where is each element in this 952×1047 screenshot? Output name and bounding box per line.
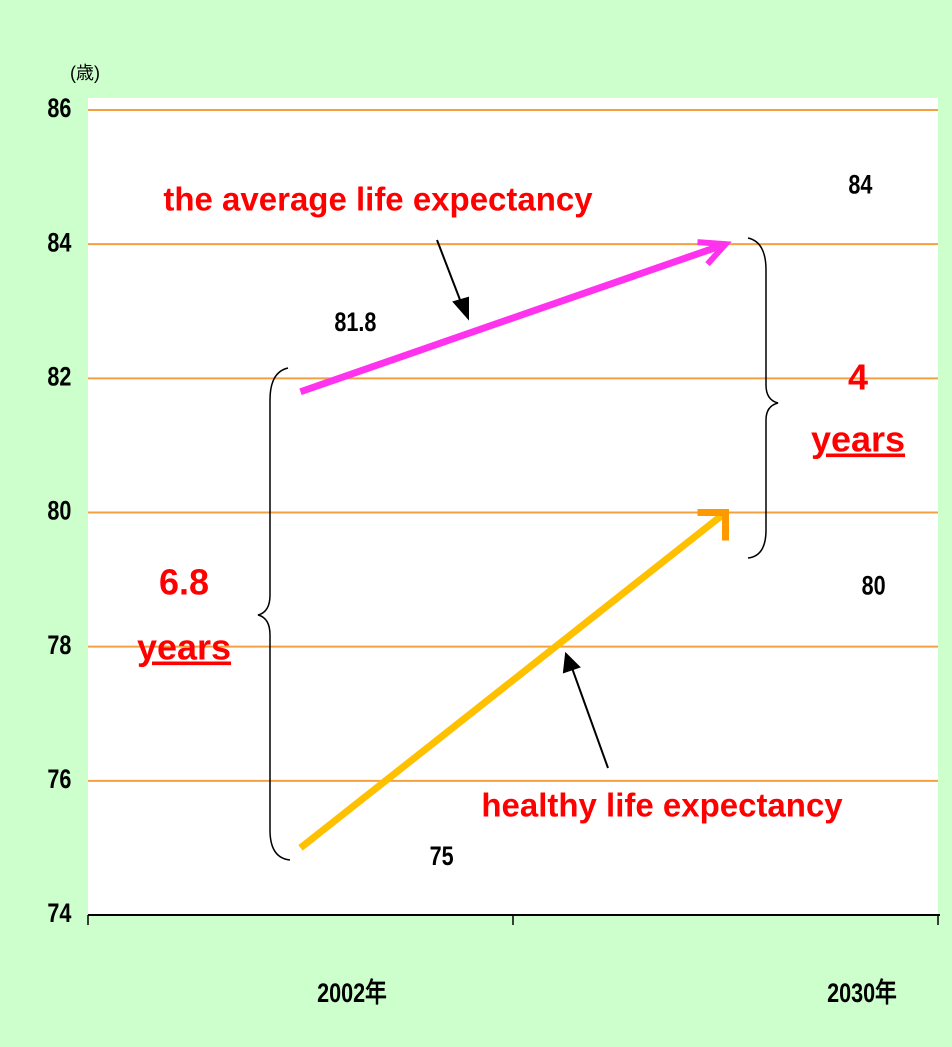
series-name: the average life expectancy <box>163 181 593 218</box>
pointer-head <box>452 296 469 321</box>
annotation: 6.8 <box>159 562 209 603</box>
data-label: 81.8 <box>334 308 376 338</box>
data-label: 84 <box>848 170 872 200</box>
y-tick-label: 86 <box>47 94 71 124</box>
annotation: 4 <box>848 357 868 398</box>
pointer-line <box>571 667 609 769</box>
arrow-head <box>697 239 732 267</box>
annotation: years <box>811 419 905 460</box>
x-tick-label: 2002年 <box>317 977 387 1009</box>
y-tick-label: 76 <box>47 765 71 795</box>
y-tick-label: 82 <box>47 362 71 392</box>
series-line <box>299 240 727 396</box>
y-tick-label: 74 <box>47 899 71 929</box>
data-label: 80 <box>862 571 886 601</box>
end-mark <box>697 509 729 541</box>
series-name: healthy life expectancy <box>481 787 843 824</box>
brace-left <box>257 367 291 861</box>
pointer-line <box>436 239 463 306</box>
pointer-arrows <box>436 239 609 769</box>
plot-area <box>88 98 938 915</box>
y-tick-label: 78 <box>47 631 71 661</box>
series-line <box>298 509 728 851</box>
y-tick-label: 80 <box>47 496 71 526</box>
x-tick-label: 2030年 <box>827 977 897 1009</box>
braces <box>257 237 779 861</box>
y-axis-label: (歳) <box>70 63 100 83</box>
y-tick-label: 84 <box>47 228 71 258</box>
brace-right <box>747 237 779 559</box>
pointer-head <box>562 651 581 674</box>
annotation: years <box>137 627 231 668</box>
data-label: 75 <box>430 842 454 872</box>
